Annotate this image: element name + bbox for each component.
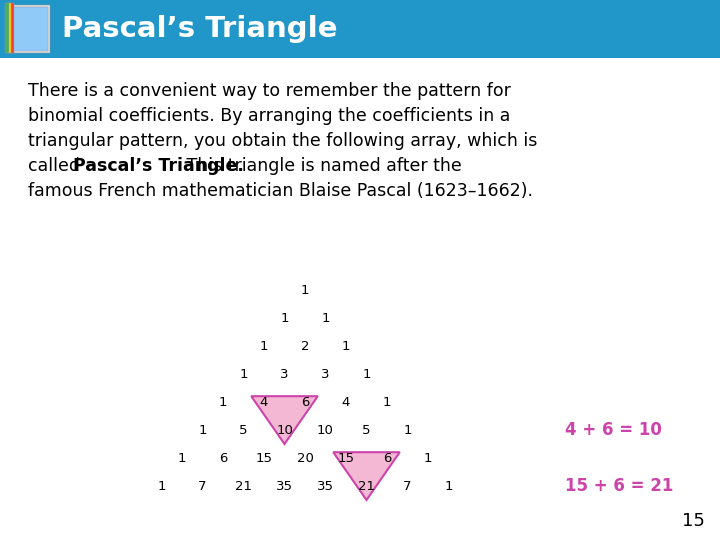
Text: 5: 5 — [239, 423, 248, 436]
Text: 3: 3 — [321, 368, 330, 381]
Text: 7: 7 — [403, 480, 412, 492]
Text: 1: 1 — [424, 451, 432, 464]
Polygon shape — [251, 396, 318, 444]
Text: 10: 10 — [276, 423, 293, 436]
Text: 1: 1 — [178, 451, 186, 464]
Text: 1: 1 — [260, 340, 269, 353]
Text: 6: 6 — [219, 451, 228, 464]
Bar — [0, 0, 720, 58]
Text: 5: 5 — [362, 423, 371, 436]
Text: Pascal’s Triangle: Pascal’s Triangle — [62, 15, 338, 43]
Text: 1: 1 — [239, 368, 248, 381]
Text: 35: 35 — [317, 480, 334, 492]
Text: 1: 1 — [280, 312, 289, 325]
Text: binomial coefficients. By arranging the coefficients in a: binomial coefficients. By arranging the … — [28, 107, 510, 125]
Bar — [5, 3, 9, 53]
Text: 1: 1 — [301, 284, 310, 296]
Text: 4: 4 — [342, 395, 350, 408]
Text: 15: 15 — [338, 451, 354, 464]
Text: 15 + 6 = 21: 15 + 6 = 21 — [565, 477, 673, 495]
Text: 1: 1 — [342, 340, 350, 353]
Text: 15: 15 — [256, 451, 272, 464]
Text: Pascal’s Triangle.: Pascal’s Triangle. — [73, 157, 244, 175]
Text: There is a convenient way to remember the pattern for: There is a convenient way to remember th… — [28, 82, 511, 100]
Text: 7: 7 — [198, 480, 207, 492]
Text: 1: 1 — [383, 395, 391, 408]
Text: called: called — [28, 157, 86, 175]
Text: triangular pattern, you obtain the following array, which is: triangular pattern, you obtain the follo… — [28, 132, 537, 150]
Text: 6: 6 — [383, 451, 391, 464]
Bar — [8, 5, 50, 53]
Text: 1: 1 — [362, 368, 371, 381]
Text: 2: 2 — [301, 340, 310, 353]
Text: 1: 1 — [403, 423, 412, 436]
Text: 35: 35 — [276, 480, 293, 492]
Text: 1: 1 — [157, 480, 166, 492]
Text: 4 + 6 = 10: 4 + 6 = 10 — [565, 421, 662, 439]
Text: 1: 1 — [444, 480, 453, 492]
Text: 4: 4 — [260, 395, 268, 408]
Text: 15: 15 — [682, 512, 705, 530]
Bar — [6, 3, 14, 53]
Text: 3: 3 — [280, 368, 289, 381]
Text: 1: 1 — [321, 312, 330, 325]
Text: 21: 21 — [358, 480, 375, 492]
Text: famous French mathematician Blaise Pascal (1623–1662).: famous French mathematician Blaise Pasca… — [28, 182, 533, 200]
Text: 6: 6 — [301, 395, 309, 408]
Text: 20: 20 — [297, 451, 313, 464]
Text: 1: 1 — [198, 423, 207, 436]
Bar — [10, 7, 48, 51]
Text: This triangle is named after the: This triangle is named after the — [181, 157, 462, 175]
Text: 21: 21 — [235, 480, 252, 492]
Polygon shape — [333, 452, 400, 500]
Bar — [9, 3, 11, 53]
Text: 10: 10 — [317, 423, 334, 436]
Text: 1: 1 — [219, 395, 228, 408]
